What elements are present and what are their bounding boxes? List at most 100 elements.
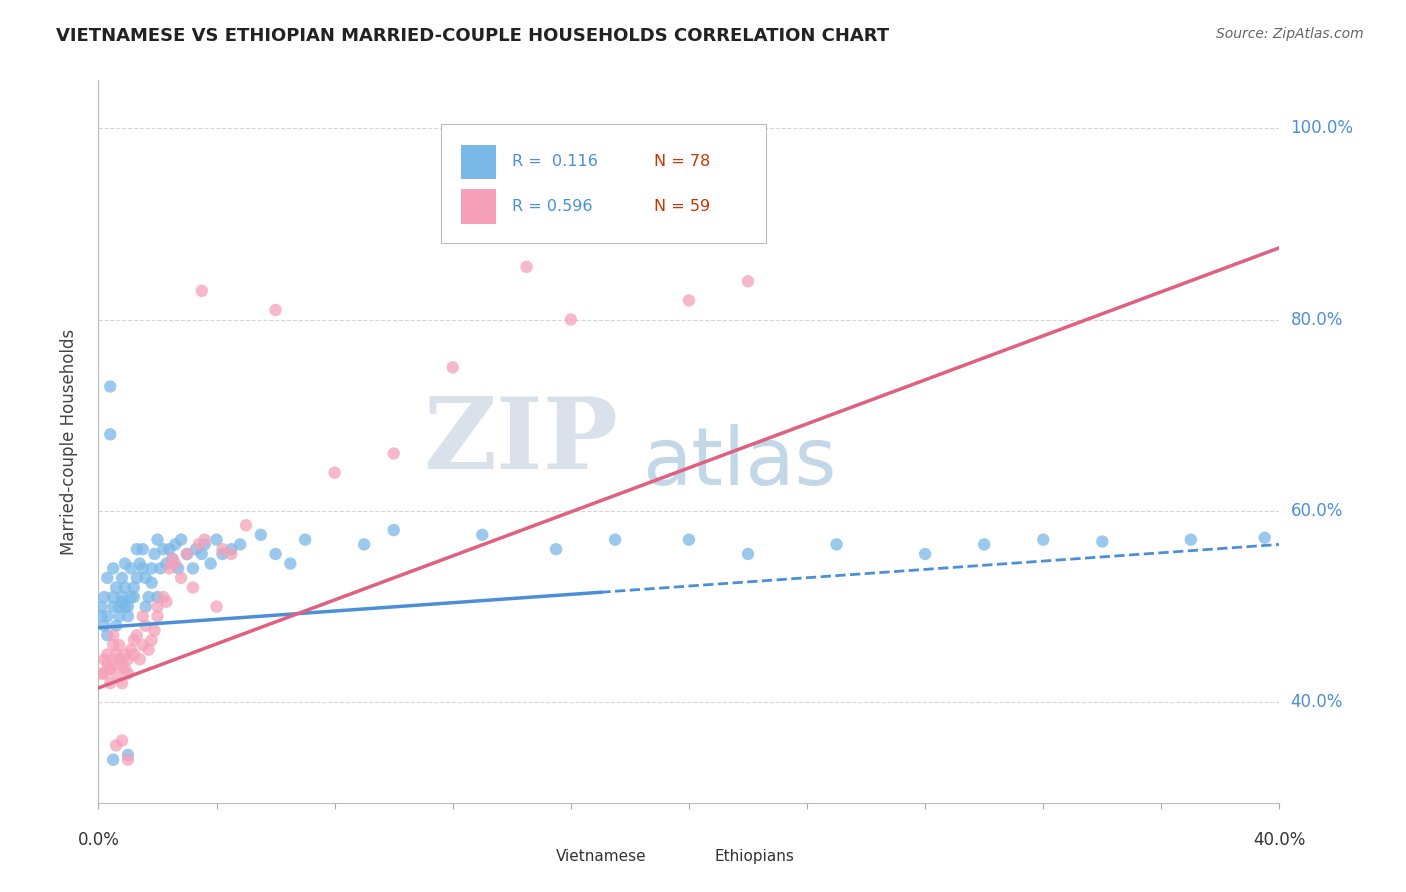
Point (105, 581, 128, 595)
Point (152, 590, 174, 604)
Text: Vietnamese: Vietnamese (555, 849, 647, 864)
Point (122, 633, 145, 648)
Point (914, 547, 936, 561)
Point (211, 542, 233, 557)
Text: N = 78: N = 78 (654, 154, 710, 169)
Point (96, 657, 118, 671)
Point (143, 547, 166, 561)
Point (165, 557, 187, 571)
Point (221, 547, 243, 561)
Point (111, 590, 134, 604)
Point (122, 590, 145, 604)
Point (162, 551, 183, 566)
Point (353, 537, 375, 551)
Point (96, 609, 118, 624)
Point (105, 648, 128, 662)
Point (103, 657, 125, 671)
Point (229, 537, 252, 551)
Point (1032, 533, 1054, 547)
Point (90, 666, 112, 681)
Point (103, 753, 125, 767)
Point (155, 557, 177, 571)
Point (146, 599, 169, 614)
Point (1254, 531, 1277, 545)
Text: R =  0.116: R = 0.116 (512, 154, 598, 169)
Point (191, 284, 214, 298)
Point (135, 619, 157, 633)
Bar (461, 189, 496, 224)
Point (323, 466, 346, 480)
Point (114, 599, 136, 614)
Point (111, 657, 134, 671)
Point (122, 648, 145, 662)
Point (605, 533, 627, 547)
Point (184, 542, 207, 557)
Point (120, 561, 142, 575)
Point (114, 581, 136, 595)
Point (93, 666, 115, 681)
Text: Source: ZipAtlas.com: Source: ZipAtlas.com (1216, 27, 1364, 41)
Point (117, 747, 139, 762)
Point (117, 609, 139, 624)
Point (114, 662, 136, 676)
Text: 40.0%: 40.0% (1291, 693, 1343, 711)
Point (382, 523, 405, 537)
Point (114, 648, 136, 662)
Text: ZIP: ZIP (423, 393, 619, 490)
Point (93, 590, 115, 604)
Text: 80.0%: 80.0% (1291, 310, 1343, 328)
Point (105, 619, 128, 633)
Point (141, 575, 163, 590)
Bar (678, 845, 703, 870)
Point (294, 533, 316, 547)
Point (205, 533, 228, 547)
Point (280, 557, 302, 571)
Point (111, 676, 134, 690)
Point (1180, 533, 1202, 547)
Point (155, 595, 177, 609)
Point (135, 599, 157, 614)
Point (678, 293, 700, 308)
Point (128, 652, 150, 666)
Point (117, 652, 139, 666)
Point (516, 260, 538, 274)
Point (105, 666, 128, 681)
Point (103, 561, 125, 575)
Point (176, 547, 198, 561)
Point (111, 733, 134, 747)
Point (181, 561, 204, 575)
Point (157, 542, 180, 557)
Point (737, 547, 759, 561)
Point (235, 518, 257, 533)
Point (132, 542, 155, 557)
Text: 40.0%: 40.0% (1253, 830, 1306, 848)
Point (165, 537, 187, 551)
Point (125, 571, 148, 585)
Point (205, 599, 228, 614)
Point (90, 609, 112, 624)
Point (138, 590, 160, 604)
Point (162, 551, 183, 566)
Point (128, 557, 150, 571)
Point (825, 537, 848, 551)
Point (250, 528, 273, 542)
Point (143, 624, 166, 638)
Text: 60.0%: 60.0% (1291, 502, 1343, 520)
Text: 100.0%: 100.0% (1291, 120, 1354, 137)
Point (973, 537, 995, 551)
Point (125, 542, 148, 557)
Point (152, 542, 174, 557)
Bar (517, 845, 544, 870)
Point (93, 619, 115, 633)
Point (132, 638, 155, 652)
Point (98, 662, 121, 676)
Point (120, 590, 142, 604)
Point (108, 609, 131, 624)
Bar (461, 145, 496, 179)
Point (132, 561, 155, 575)
Point (117, 666, 139, 681)
Point (194, 537, 217, 551)
Point (200, 557, 222, 571)
Point (103, 638, 125, 652)
Point (737, 274, 759, 288)
